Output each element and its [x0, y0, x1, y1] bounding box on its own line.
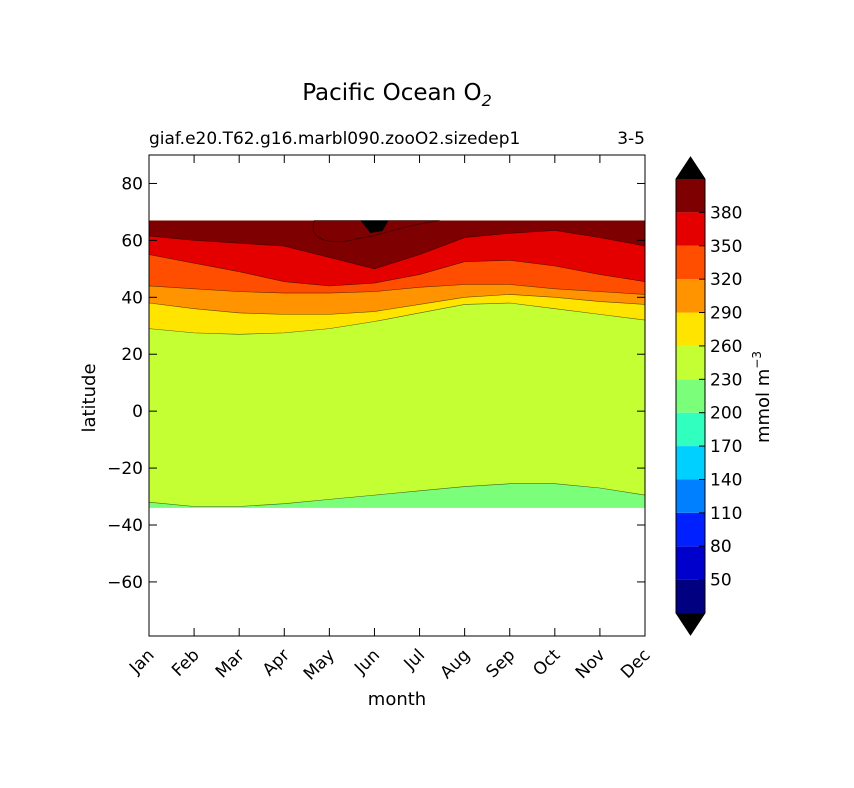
colorbar-outline	[675, 156, 706, 636]
colorbar-tick-label: 320	[710, 270, 742, 290]
x-tick-label: Aug	[437, 645, 475, 683]
chart-title: Pacific Ocean O2	[302, 80, 492, 110]
colorbar-segment	[676, 345, 705, 380]
contour-fills	[149, 220, 645, 508]
colorbar-tick-label: 260	[710, 337, 742, 357]
y-tick-label: −60	[107, 573, 143, 593]
colorbar-segment	[676, 179, 705, 213]
colorbar-tick-label: 80	[710, 537, 732, 557]
plot-frame	[148, 154, 646, 637]
chart-subtitle-right: 3-5	[617, 129, 645, 149]
x-tick-label: Oct	[529, 645, 564, 680]
colorbar-tick-label: 380	[710, 203, 742, 223]
x-tick-label: Jan	[125, 645, 158, 678]
contour-line-380	[149, 230, 645, 270]
colorbar-tick-label: 140	[710, 470, 742, 490]
contour-fill-over-max	[360, 220, 389, 233]
contour-line-290	[149, 294, 645, 315]
y-tick-label: −20	[107, 459, 143, 479]
contour-line-260	[149, 302, 645, 335]
colorbar-segment	[676, 212, 705, 246]
colorbar-segment	[676, 245, 705, 280]
y-axis-label: latitude	[79, 363, 100, 432]
colorbar-tick-label: 50	[710, 571, 732, 591]
y-tick-label: 20	[121, 345, 143, 365]
x-tick-label: Nov	[572, 645, 610, 683]
colorbar-tick-label: 200	[710, 404, 742, 424]
x-tick-label: Sep	[482, 645, 519, 682]
contour-fill-380	[149, 220, 645, 269]
x-tick-label: Jun	[350, 645, 384, 679]
y-tick-label: 0	[132, 402, 143, 422]
colorbar-segment	[676, 279, 705, 313]
colorbar-segment	[676, 579, 705, 613]
y-tick-label: −40	[107, 516, 143, 536]
contour-line-350	[149, 254, 645, 287]
x-tick-label: Dec	[617, 645, 654, 682]
colorbar-over-arrow	[676, 157, 705, 179]
colorbar-segment	[676, 446, 705, 480]
contour-lines	[149, 230, 645, 507]
x-tick-label: Apr	[259, 645, 294, 680]
colorbar: 50 80 110 140 170 200 230 260 290 320 350 380	[675, 156, 742, 636]
contour-line-230	[149, 483, 645, 507]
colorbar-tick-label: 110	[710, 504, 742, 524]
colorbar-tick-label: 290	[710, 304, 742, 324]
colorbar-tick-label: 230	[710, 370, 742, 390]
y-tick-label: 40	[121, 288, 143, 308]
colorbar-segment	[676, 546, 705, 580]
x-tick-label: May	[300, 645, 339, 684]
y-tick-label: 60	[121, 231, 143, 251]
x-tick-label: Feb	[168, 645, 203, 680]
x-tick-label: Mar	[212, 645, 249, 682]
x-tick-label: Jul	[400, 645, 429, 674]
colorbar-under-arrow	[676, 613, 705, 635]
colorbar-segment	[676, 379, 705, 413]
contour-line-320	[149, 284, 645, 295]
colorbar-segment	[676, 479, 705, 513]
colorbar-tick-label: 170	[710, 437, 742, 457]
colorbar-label: mmol m−3	[750, 351, 774, 443]
x-axis-label: month	[368, 689, 426, 710]
colorbar-segment	[676, 512, 705, 547]
colorbar-segment	[676, 312, 705, 346]
colorbar-segment	[676, 412, 705, 447]
chart-subtitle-left: giaf.e20.T62.g16.marbl090.zooO2.sizedep1	[149, 129, 520, 149]
y-tick-label: 80	[121, 174, 143, 194]
colorbar-tick-label: 350	[710, 237, 742, 257]
